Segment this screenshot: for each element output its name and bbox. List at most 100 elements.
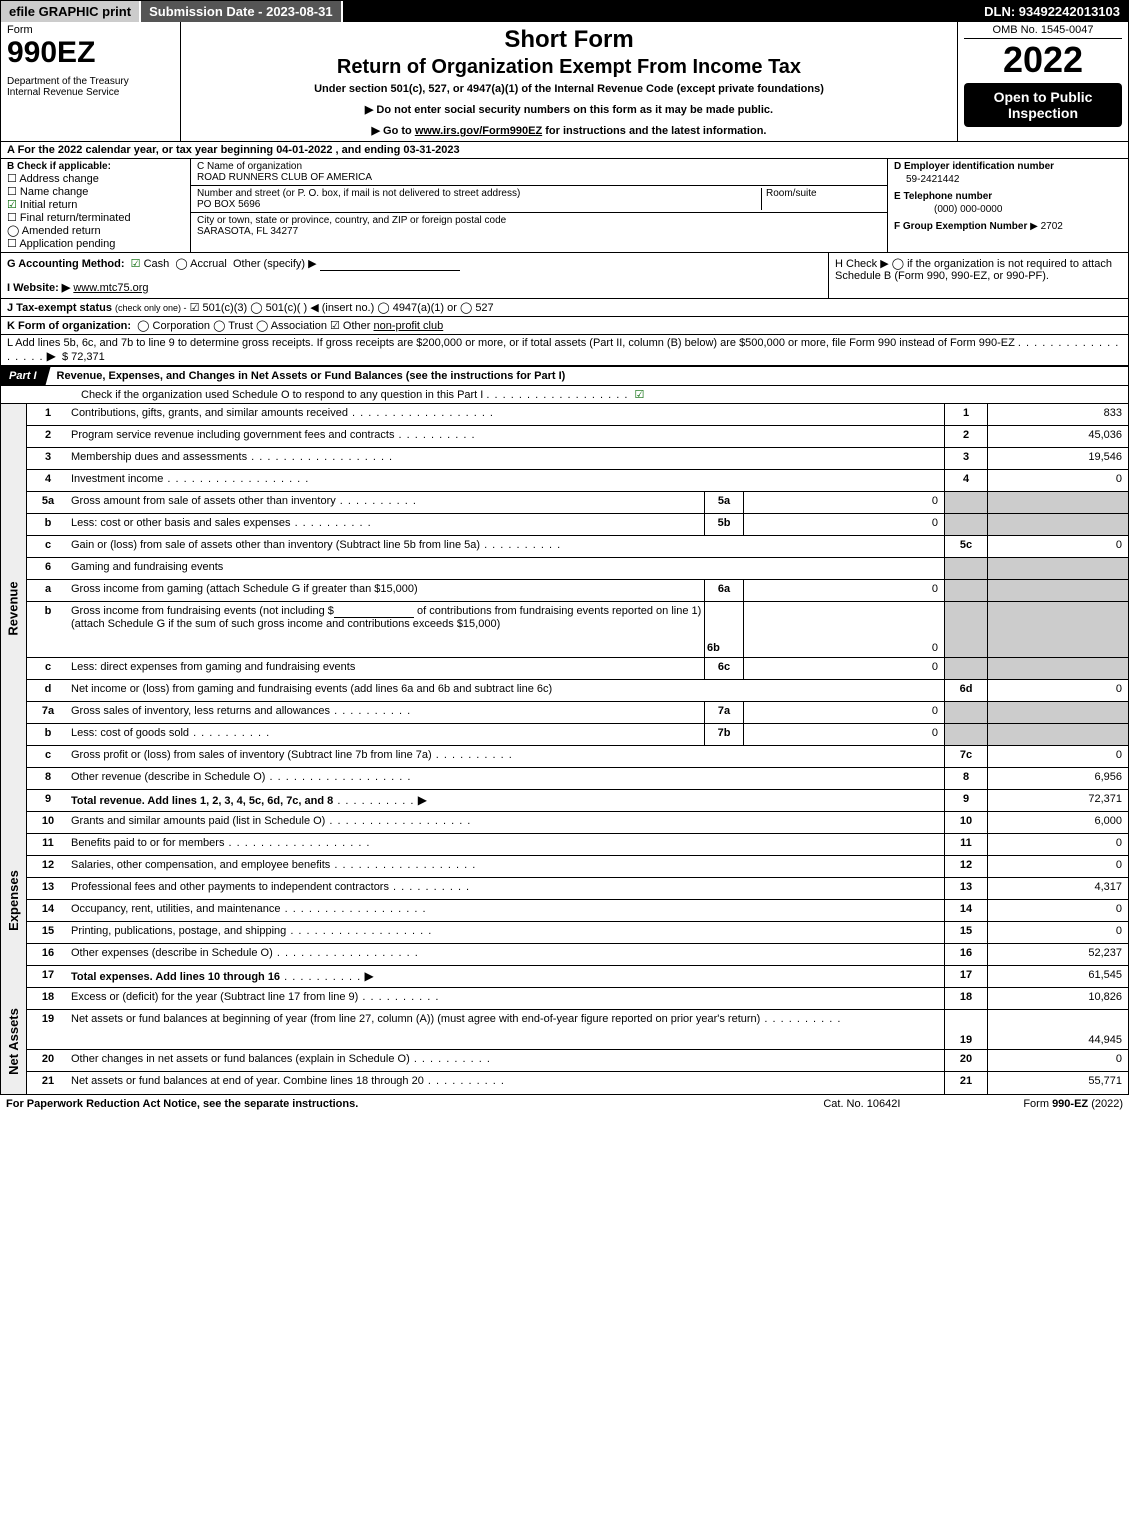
d-label: D Employer identification number xyxy=(894,161,1122,172)
line16-desc: Other expenses (describe in Schedule O) xyxy=(71,947,273,959)
line6d-num: d xyxy=(27,680,69,701)
line16-num: 16 xyxy=(27,944,69,965)
ein-value: 59-2421442 xyxy=(894,172,1122,191)
line7a-num: 7a xyxy=(27,702,69,723)
irs-link[interactable]: www.irs.gov/Form990EZ xyxy=(415,125,542,137)
h-box: H Check ▶ ◯ if the organization is not r… xyxy=(828,253,1128,298)
k-options[interactable]: ◯ Corporation ◯ Trust ◯ Association ☑ Ot… xyxy=(137,320,370,332)
line13-value: 4,317 xyxy=(988,878,1128,899)
part-i-title: Revenue, Expenses, and Changes in Net As… xyxy=(51,367,1128,385)
part-i-check-dots xyxy=(486,389,628,401)
chk-initial-return[interactable]: Initial return xyxy=(7,198,184,211)
revenue-section: Revenue 1Contributions, gifts, grants, a… xyxy=(1,404,1128,812)
line6c-shade xyxy=(944,658,988,679)
line20-boxnum: 20 xyxy=(944,1050,988,1071)
line6-shade xyxy=(944,558,988,579)
part-i-label: Part I xyxy=(1,367,51,385)
b-label: B Check if applicable: xyxy=(7,161,184,172)
line5b-shade2 xyxy=(988,514,1128,535)
line12-desc: Salaries, other compensation, and employ… xyxy=(71,859,330,871)
line8-value: 6,956 xyxy=(988,768,1128,789)
dln: DLN: 93492242013103 xyxy=(976,1,1128,22)
col-c-org-info: C Name of organization ROAD RUNNERS CLUB… xyxy=(191,159,888,252)
line7b-shade2 xyxy=(988,724,1128,745)
line7b-subnum: 7b xyxy=(704,724,744,745)
line5b-shade xyxy=(944,514,988,535)
line6a-subnum: 6a xyxy=(704,580,744,601)
line5c-num: c xyxy=(27,536,69,557)
line10-value: 6,000 xyxy=(988,812,1128,833)
line2-value: 45,036 xyxy=(988,426,1128,447)
chk-accrual[interactable]: Accrual xyxy=(175,258,226,270)
line7a-shade2 xyxy=(988,702,1128,723)
line17-value: 61,545 xyxy=(988,966,1128,987)
line5b-num: b xyxy=(27,514,69,535)
line7b-num: b xyxy=(27,724,69,745)
k-label: K Form of organization: xyxy=(7,320,131,332)
chk-address-change[interactable]: Address change xyxy=(7,172,184,185)
line6c-num: c xyxy=(27,658,69,679)
line13-num: 13 xyxy=(27,878,69,899)
page-footer: For Paperwork Reduction Act Notice, see … xyxy=(0,1095,1129,1113)
line19-desc: Net assets or fund balances at beginning… xyxy=(71,1013,760,1025)
line7a-subval: 0 xyxy=(744,702,944,723)
h-text: H Check ▶ ◯ if the organization is not r… xyxy=(835,258,1112,282)
line8-boxnum: 8 xyxy=(944,768,988,789)
footer-catno: Cat. No. 10642I xyxy=(823,1098,1023,1110)
title-return: Return of Organization Exempt From Incom… xyxy=(187,56,951,79)
chk-amended-return[interactable]: Amended return xyxy=(7,224,184,237)
i-row: I Website: ▶ www.mtc75.org xyxy=(7,281,822,294)
footer-paperwork: For Paperwork Reduction Act Notice, see … xyxy=(6,1098,823,1110)
line17-desc: Total expenses. Add lines 10 through 16 xyxy=(71,971,280,983)
chk-cash[interactable]: Cash xyxy=(131,258,170,270)
col-def: D Employer identification number 59-2421… xyxy=(888,159,1128,252)
line6b-contrib-input[interactable] xyxy=(334,605,414,618)
line7b-desc: Less: cost of goods sold xyxy=(71,727,189,739)
line5c-boxnum: 5c xyxy=(944,536,988,557)
l-text: L Add lines 5b, 6c, and 7b to line 9 to … xyxy=(7,337,1015,349)
chk-schedule-o[interactable] xyxy=(635,389,645,401)
f-label: F Group Exemption Number xyxy=(894,221,1027,232)
part-i-check-text: Check if the organization used Schedule … xyxy=(81,389,483,401)
line19-value: 44,945 xyxy=(988,1010,1128,1049)
g-row: G Accounting Method: Cash Accrual Other … xyxy=(7,257,822,271)
line4-value: 0 xyxy=(988,470,1128,491)
chk-final-return[interactable]: Final return/terminated xyxy=(7,211,184,224)
line6-desc: Gaming and fundraising events xyxy=(69,558,944,579)
chk-application-pending[interactable]: Application pending xyxy=(7,237,184,250)
line17-boxnum: 17 xyxy=(944,966,988,987)
k-row: K Form of organization: ◯ Corporation ◯ … xyxy=(1,317,1128,335)
dept-treasury: Department of the Treasury xyxy=(7,76,174,87)
website-value[interactable]: www.mtc75.org xyxy=(73,282,148,294)
line19-num: 19 xyxy=(27,1010,69,1049)
form-container: efile GRAPHIC print Submission Date - 20… xyxy=(0,0,1129,1095)
line14-desc: Occupancy, rent, utilities, and maintena… xyxy=(71,903,281,915)
line7a-subnum: 7a xyxy=(704,702,744,723)
line18-desc: Excess or (deficit) for the year (Subtra… xyxy=(71,991,358,1003)
line18-num: 18 xyxy=(27,988,69,1009)
line6b-subnum: 6b xyxy=(704,602,744,657)
line9-boxnum: 9 xyxy=(944,790,988,811)
chk-name-change[interactable]: Name change xyxy=(7,185,184,198)
i-label: I Website: ▶ xyxy=(7,282,70,294)
gh-left: G Accounting Method: Cash Accrual Other … xyxy=(1,253,828,298)
header-left: Form 990EZ Department of the Treasury In… xyxy=(1,22,181,141)
phone-value: (000) 000-0000 xyxy=(894,202,1122,221)
group-exemption-value: 2702 xyxy=(1041,221,1063,232)
line7c-boxnum: 7c xyxy=(944,746,988,767)
line4-num: 4 xyxy=(27,470,69,491)
open-public-badge: Open to Public Inspection xyxy=(964,83,1122,127)
line6b-num: b xyxy=(27,602,69,657)
line21-boxnum: 21 xyxy=(944,1072,988,1094)
line6b-shade xyxy=(944,602,988,657)
footer-formref: Form 990-EZ (2022) xyxy=(1023,1098,1123,1110)
line6c-shade2 xyxy=(988,658,1128,679)
j-note: (check only one) - xyxy=(115,303,187,313)
line6a-num: a xyxy=(27,580,69,601)
accounting-other-input[interactable] xyxy=(320,258,460,271)
efile-print-button[interactable]: efile GRAPHIC print xyxy=(1,1,141,22)
org-city: SARASOTA, FL 34277 xyxy=(197,226,881,237)
line6a-subval: 0 xyxy=(744,580,944,601)
irs-label: Internal Revenue Service xyxy=(7,87,174,98)
j-options[interactable]: ☑ 501(c)(3) ◯ 501(c)( ) ◀ (insert no.) ◯… xyxy=(190,302,494,314)
